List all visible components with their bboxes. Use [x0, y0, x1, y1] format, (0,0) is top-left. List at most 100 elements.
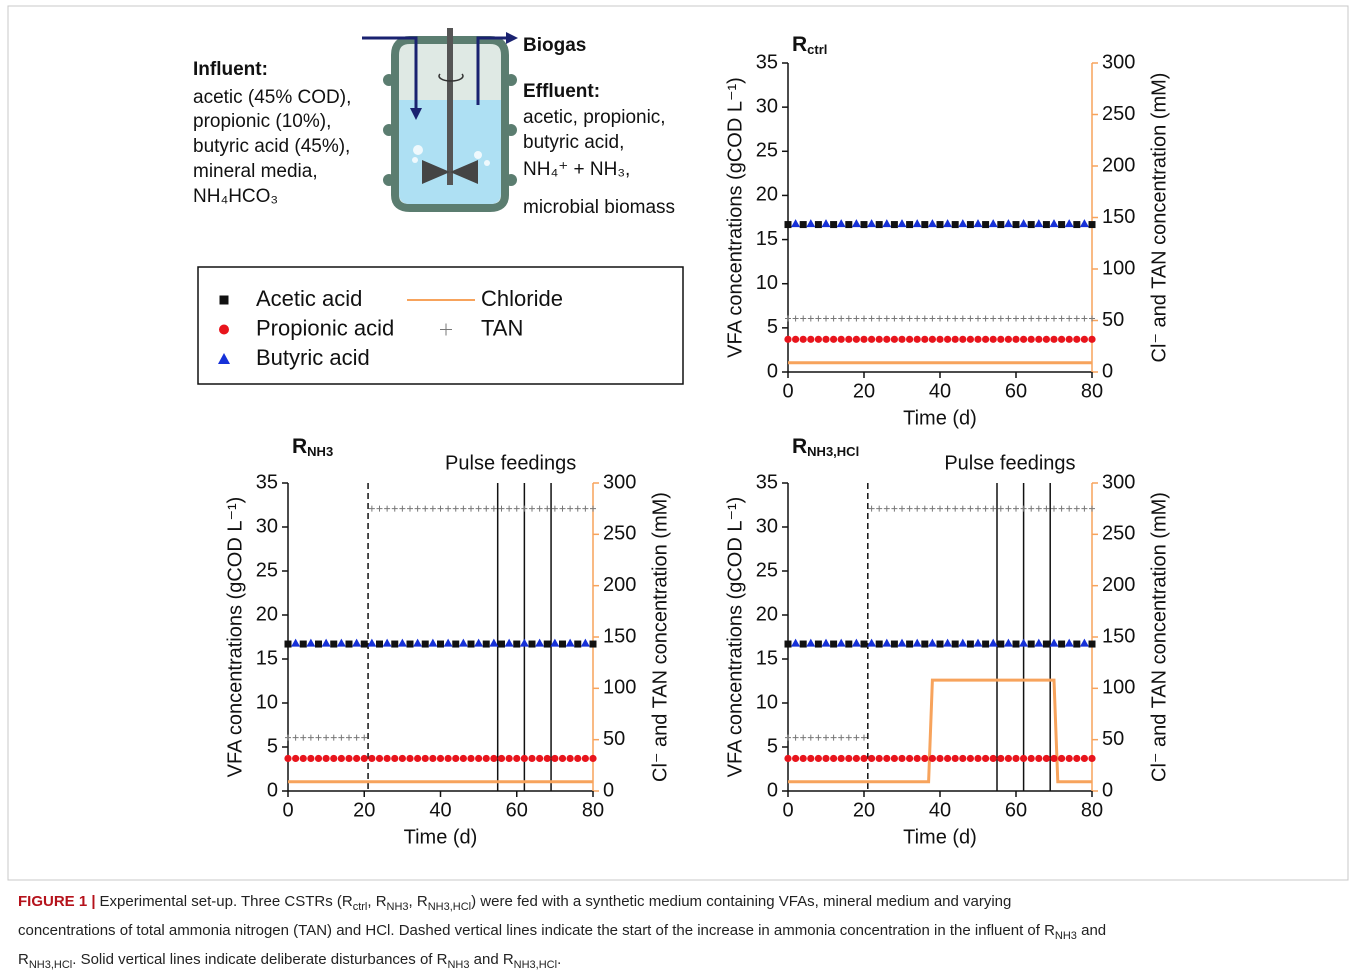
triangle-marker	[1003, 638, 1013, 647]
triangle-marker	[550, 638, 560, 647]
plus-marker	[521, 505, 528, 512]
circle-marker	[1050, 335, 1058, 343]
x-axis-label: Time (d)	[903, 826, 977, 848]
plus-marker	[1089, 315, 1095, 322]
y2-tick-label: 250	[1102, 103, 1135, 125]
circle-marker	[875, 335, 883, 343]
plus-marker	[891, 315, 898, 322]
x-tick-label: 80	[1081, 380, 1103, 402]
square-marker	[921, 640, 929, 648]
plus-marker	[807, 315, 814, 322]
circle-marker	[475, 754, 483, 763]
circle-marker	[837, 754, 845, 763]
plus-marker	[1058, 505, 1065, 512]
square-marker	[1012, 640, 1020, 648]
caption-text: . Solid vertical lines indicate delibera…	[72, 951, 448, 968]
plus-marker	[391, 505, 398, 512]
reactor	[362, 28, 518, 212]
circle-marker	[299, 754, 307, 763]
circle-marker	[951, 335, 959, 343]
triangle-marker	[565, 638, 575, 647]
plus-marker	[937, 315, 943, 322]
triangle-marker	[912, 219, 922, 228]
plus-marker	[838, 315, 845, 322]
title-sub: ctrl	[807, 42, 827, 57]
triangle-marker	[897, 638, 907, 647]
legend-label: TAN	[481, 315, 523, 340]
square-marker	[1073, 640, 1081, 648]
y-tick-label: 35	[756, 471, 778, 493]
effluent-line: microbial biomass	[523, 197, 675, 218]
circle-marker	[1065, 754, 1073, 763]
square-marker	[951, 640, 959, 648]
caption-text: and	[1076, 922, 1107, 939]
circle-marker	[784, 754, 792, 763]
triangle-marker	[443, 638, 453, 647]
plus-marker	[815, 315, 822, 322]
y-tick-label: 0	[767, 360, 778, 382]
triangle-marker	[943, 219, 953, 228]
plus-marker	[952, 505, 959, 512]
square-marker	[589, 640, 597, 648]
plus-marker	[921, 505, 928, 512]
y-tick-label: 5	[267, 735, 278, 757]
y-axis-label: VFA concentrations (gCOD L⁻¹)	[724, 77, 746, 358]
effluent-line: NH₄⁺ + NH₃,	[523, 159, 630, 180]
square-marker	[890, 640, 898, 648]
y-tick-label: 0	[767, 779, 778, 801]
plus-marker	[937, 505, 943, 512]
plus-marker	[883, 505, 890, 512]
y2-tick-label: 0	[1102, 360, 1113, 382]
circle-marker	[574, 754, 582, 763]
square-marker	[875, 221, 883, 229]
plus-marker	[868, 315, 875, 322]
plus-marker	[830, 734, 837, 741]
circle-marker	[360, 754, 368, 763]
circle-marker	[1080, 335, 1088, 343]
plus-marker	[1043, 315, 1050, 322]
y2-tick-label: 150	[603, 625, 636, 647]
circle-marker	[1042, 754, 1050, 763]
plus-marker	[460, 505, 467, 512]
y-tick-label: 5	[767, 735, 778, 757]
square-marker	[376, 640, 383, 648]
plus-marker	[1051, 505, 1057, 512]
circle-marker	[1073, 754, 1081, 763]
square-marker	[966, 221, 974, 229]
plus-marker	[785, 734, 791, 741]
triangle-marker	[973, 219, 983, 228]
y-tick-label: 25	[756, 140, 778, 162]
caption-text: Experimental set-up. Three CSTRs (R	[99, 893, 353, 910]
plus-marker	[498, 505, 505, 512]
y2-tick-label: 0	[603, 779, 614, 801]
circle-marker	[959, 754, 967, 763]
x-tick-label: 40	[429, 799, 451, 821]
circle-marker	[883, 335, 891, 343]
plus-marker	[906, 505, 913, 512]
square-marker	[845, 640, 853, 648]
plus-marker	[861, 734, 867, 741]
caption-line: concentrations of total ammonia nitrogen…	[18, 919, 1343, 948]
square-marker	[406, 640, 414, 648]
y2-axis-label: Cl⁻ and TAN concentration (mM)	[1148, 73, 1170, 363]
square-marker	[299, 640, 307, 648]
y2-tick-label: 150	[1102, 625, 1135, 647]
plus-marker	[982, 505, 989, 512]
chart-title: Rctrl	[792, 33, 827, 58]
y-tick-label: 10	[256, 691, 278, 713]
circle-marker	[799, 754, 807, 763]
plus-marker	[452, 505, 459, 512]
circle-marker	[1004, 335, 1013, 343]
circle-marker	[1012, 754, 1020, 763]
circle-marker	[852, 754, 861, 763]
caption-subscript: NH3	[447, 959, 470, 971]
plus-marker	[414, 505, 421, 512]
circle-marker	[1020, 335, 1028, 343]
plus-marker	[1005, 505, 1012, 512]
circle-marker	[1042, 335, 1050, 343]
triangle-marker	[336, 638, 346, 647]
circle-marker	[414, 754, 422, 763]
plus-marker	[883, 315, 890, 322]
triangle-marker	[791, 638, 801, 647]
circle-marker	[429, 754, 437, 763]
